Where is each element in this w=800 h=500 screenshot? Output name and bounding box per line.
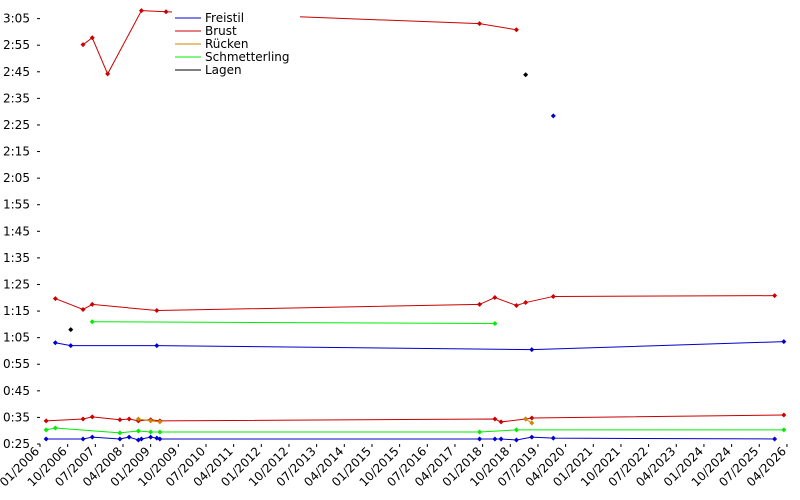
- series-line: [55, 295, 775, 312]
- y-tick-label: 1:35: [3, 251, 30, 265]
- data-point: [135, 428, 141, 434]
- data-point: [89, 319, 95, 325]
- data-point: [163, 9, 169, 15]
- y-tick-label: 1:45: [3, 224, 30, 238]
- data-point: [523, 300, 529, 306]
- data-point: [80, 306, 86, 312]
- legend-label: Freistil: [205, 11, 244, 25]
- y-tick-label: 3:05: [3, 12, 30, 26]
- data-point: [126, 416, 132, 422]
- data-point: [117, 430, 123, 436]
- series-line: [55, 341, 784, 351]
- data-point: [498, 436, 504, 442]
- data-point: [89, 301, 95, 307]
- data-point: [513, 302, 519, 308]
- data-point: [154, 343, 160, 349]
- data-point: [492, 436, 498, 442]
- y-tick-label: 2:05: [3, 171, 30, 185]
- y-tick-label: 2:15: [3, 145, 30, 159]
- data-point: [477, 429, 483, 435]
- data-point: [529, 347, 535, 353]
- legend-label: Lagen: [205, 63, 242, 77]
- data-point: [105, 71, 111, 77]
- data-point: [80, 436, 86, 442]
- data-point: [157, 419, 163, 425]
- y-tick-label: 1:25: [3, 277, 30, 291]
- data-point: [772, 293, 778, 299]
- y-tick-label: 1:55: [3, 198, 30, 212]
- data-point: [523, 72, 529, 78]
- legend-box: [172, 8, 300, 78]
- data-point: [157, 429, 163, 435]
- y-tick-label: 1:05: [3, 331, 30, 345]
- data-point: [513, 27, 519, 33]
- y-tick-label: 2:55: [3, 38, 30, 52]
- data-point: [529, 415, 535, 421]
- data-point: [550, 293, 556, 299]
- y-tick-label: 0:25: [3, 437, 30, 451]
- legend-label: Schmetterling: [205, 50, 290, 64]
- y-tick-label: 2:35: [3, 91, 30, 105]
- data-point: [43, 436, 49, 442]
- data-point: [477, 301, 483, 307]
- data-point: [117, 436, 123, 442]
- y-tick-label: 0:45: [3, 384, 30, 398]
- data-point: [148, 434, 154, 440]
- data-point: [477, 436, 483, 442]
- data-point: [43, 418, 49, 424]
- data-point: [117, 417, 123, 423]
- data-point: [492, 416, 498, 422]
- series-line: [46, 427, 784, 434]
- data-point: [43, 427, 49, 433]
- data-point: [523, 416, 529, 422]
- series-line: [46, 414, 784, 423]
- data-point: [148, 418, 154, 424]
- y-tick-label: 1:15: [3, 304, 30, 318]
- data-point: [529, 434, 535, 440]
- data-point: [550, 435, 556, 441]
- data-point: [135, 416, 141, 422]
- data-point: [550, 113, 556, 119]
- legend-label: Rücken: [205, 37, 249, 51]
- data-point: [68, 327, 74, 333]
- y-tick-label: 2:25: [3, 118, 30, 132]
- data-point: [89, 414, 95, 420]
- series-line: [92, 321, 495, 325]
- y-tick-label: 2:45: [3, 65, 30, 79]
- data-point: [513, 427, 519, 433]
- legend-label: Brust: [205, 24, 237, 38]
- y-tick-label: 0:35: [3, 410, 30, 424]
- data-point: [89, 434, 95, 440]
- data-point: [52, 340, 58, 346]
- data-point: [781, 427, 787, 433]
- data-point: [498, 419, 504, 425]
- data-point: [52, 425, 58, 431]
- data-point: [781, 339, 787, 345]
- data-point: [477, 21, 483, 27]
- data-point: [148, 429, 154, 435]
- y-tick-label: 0:55: [3, 357, 30, 371]
- data-point: [154, 308, 160, 314]
- data-point: [80, 42, 86, 48]
- data-point: [513, 437, 519, 443]
- data-point: [492, 295, 498, 301]
- data-point: [52, 296, 58, 302]
- data-point: [772, 436, 778, 442]
- data-point: [68, 343, 74, 349]
- data-point: [138, 436, 144, 442]
- data-point: [89, 35, 95, 41]
- data-point: [157, 436, 163, 442]
- data-point: [781, 412, 787, 418]
- data-point: [529, 420, 535, 426]
- data-point: [492, 321, 498, 327]
- data-point: [126, 434, 132, 440]
- data-point: [138, 8, 144, 14]
- data-point: [80, 416, 86, 422]
